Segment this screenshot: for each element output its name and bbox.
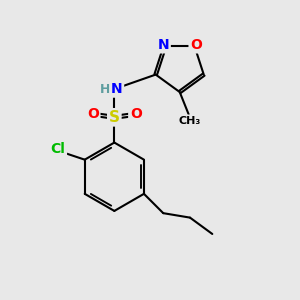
Text: N: N	[111, 82, 122, 96]
Text: O: O	[130, 107, 142, 121]
Text: Cl: Cl	[50, 142, 65, 156]
Text: O: O	[87, 107, 99, 121]
Text: O: O	[190, 38, 202, 52]
Text: S: S	[109, 110, 120, 125]
Text: N: N	[158, 38, 169, 52]
Text: H: H	[100, 82, 110, 96]
Text: CH₃: CH₃	[179, 116, 201, 126]
